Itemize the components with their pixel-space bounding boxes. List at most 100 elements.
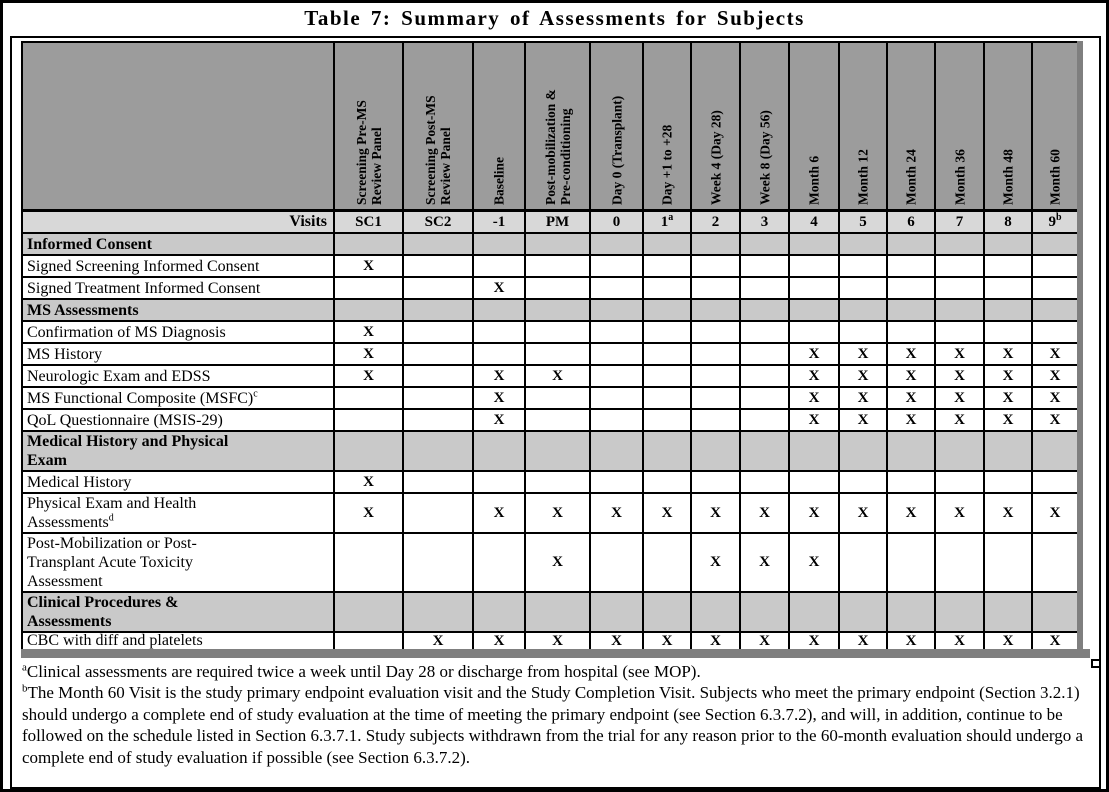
mark-cell: X [472, 276, 526, 300]
mark-cell: X [886, 492, 936, 534]
assessment-row: MS Functional Composite (MSFC)c X X X X X X X [21, 386, 1081, 410]
mark-cell: X [642, 492, 692, 534]
label-text: Medical History and Physical Exam [27, 433, 229, 469]
section-cell [333, 232, 404, 256]
mark-cell [934, 470, 985, 494]
mark-cell: X [983, 342, 1033, 366]
mark-cell: X [886, 408, 936, 432]
mark-cell: X [838, 631, 888, 649]
label-text: Clinical Procedures & Assessments [27, 594, 179, 630]
label-text: MS History [27, 345, 103, 363]
mark-cell [472, 532, 526, 593]
section-label: MS Assessments [21, 298, 335, 322]
mark-cell [524, 470, 591, 494]
mark-cell [934, 254, 985, 278]
mark-cell [589, 532, 644, 593]
mark-cell [402, 532, 474, 593]
mark-cell [1031, 470, 1081, 494]
mark-cell [690, 342, 741, 366]
visit-code-9: 9b [1031, 208, 1081, 234]
mark-cell: X [739, 631, 790, 649]
mark-cell [838, 470, 888, 494]
footnote-b: bThe Month 60 Visit is the study primary… [22, 682, 1087, 768]
mark-cell: X [333, 470, 404, 494]
section-cell [788, 591, 840, 633]
label-text: MS Functional Composite (MSFC) [27, 389, 254, 407]
mark-cell [934, 532, 985, 593]
col-header-day-0: Day 0 (Transplant) [589, 41, 644, 211]
mark-cell: X [886, 631, 936, 649]
table-continuation-bar [21, 649, 1090, 658]
visit-code-4: 4 [788, 208, 840, 234]
mark-cell: X [983, 364, 1033, 388]
mark-cell: X [333, 342, 404, 366]
mark-cell [472, 320, 526, 344]
mark-cell: X [788, 408, 840, 432]
mark-cell: X [690, 492, 741, 534]
mark-cell [1031, 254, 1081, 278]
mark-cell [402, 364, 474, 388]
mark-cell [402, 492, 474, 534]
section-cell [1031, 591, 1081, 633]
mark-cell [690, 254, 741, 278]
mark-cell [402, 320, 474, 344]
mark-cell [788, 320, 840, 344]
mark-cell [739, 364, 790, 388]
mark-cell [524, 408, 591, 432]
mark-cell: X [934, 386, 985, 410]
col-header-day-1-28: Day +1 to +28 [642, 41, 692, 211]
label-text: QoL Questionnaire (MSIS-29) [27, 411, 223, 429]
col-header-week-4: Week 4 (Day 28) [690, 41, 741, 211]
section-cell [333, 591, 404, 633]
assessment-label: CBC with diff and platelets [21, 631, 335, 649]
mark-cell: X [983, 631, 1033, 649]
section-cell [589, 298, 644, 322]
mark-cell: X [472, 364, 526, 388]
mark-cell [690, 364, 741, 388]
section-cell [589, 232, 644, 256]
mark-cell: X [838, 364, 888, 388]
section-cell [642, 430, 692, 472]
mark-cell: X [524, 364, 591, 388]
mark-cell: X [524, 492, 591, 534]
mark-cell: X [739, 492, 790, 534]
mark-cell [690, 408, 741, 432]
mark-cell [1031, 532, 1081, 593]
section-cell [934, 430, 985, 472]
section-row: Medical History and Physical Exam [21, 430, 1081, 472]
section-cell [739, 232, 790, 256]
mark-cell [402, 386, 474, 410]
section-row: Clinical Procedures & Assessments [21, 591, 1081, 633]
mark-cell: X [983, 408, 1033, 432]
footnote-a-text: Clinical assessments are required twice … [26, 662, 701, 681]
section-cell [402, 298, 474, 322]
mark-cell: X [472, 631, 526, 649]
mark-cell [934, 276, 985, 300]
section-cell [739, 591, 790, 633]
mark-cell [886, 532, 936, 593]
footnote-ref: c [253, 388, 258, 400]
visit-code-pm: PM [524, 208, 591, 234]
section-cell [739, 430, 790, 472]
mark-cell [333, 276, 404, 300]
mark-cell [524, 276, 591, 300]
section-cell [886, 430, 936, 472]
mark-cell [472, 470, 526, 494]
section-cell [983, 591, 1033, 633]
mark-cell: X [333, 320, 404, 344]
mark-cell [402, 276, 474, 300]
mark-cell [886, 320, 936, 344]
col-header-post-mobilization: Post-mobilization & Pre-conditioning [524, 41, 591, 211]
mark-cell [589, 470, 644, 494]
mark-cell [1031, 320, 1081, 344]
mark-cell: X [1031, 408, 1081, 432]
mark-cell: X [934, 342, 985, 366]
assessment-row: Neurologic Exam and EDSS X X X X X X X X X [21, 364, 1081, 388]
section-cell [333, 430, 404, 472]
section-cell [1031, 298, 1081, 322]
assessment-label: Medical History [21, 470, 335, 494]
footnote-b-text: The Month 60 Visit is the study primary … [22, 683, 1084, 767]
mark-cell: X [788, 631, 840, 649]
section-cell [690, 298, 741, 322]
mark-cell: X [690, 532, 741, 593]
